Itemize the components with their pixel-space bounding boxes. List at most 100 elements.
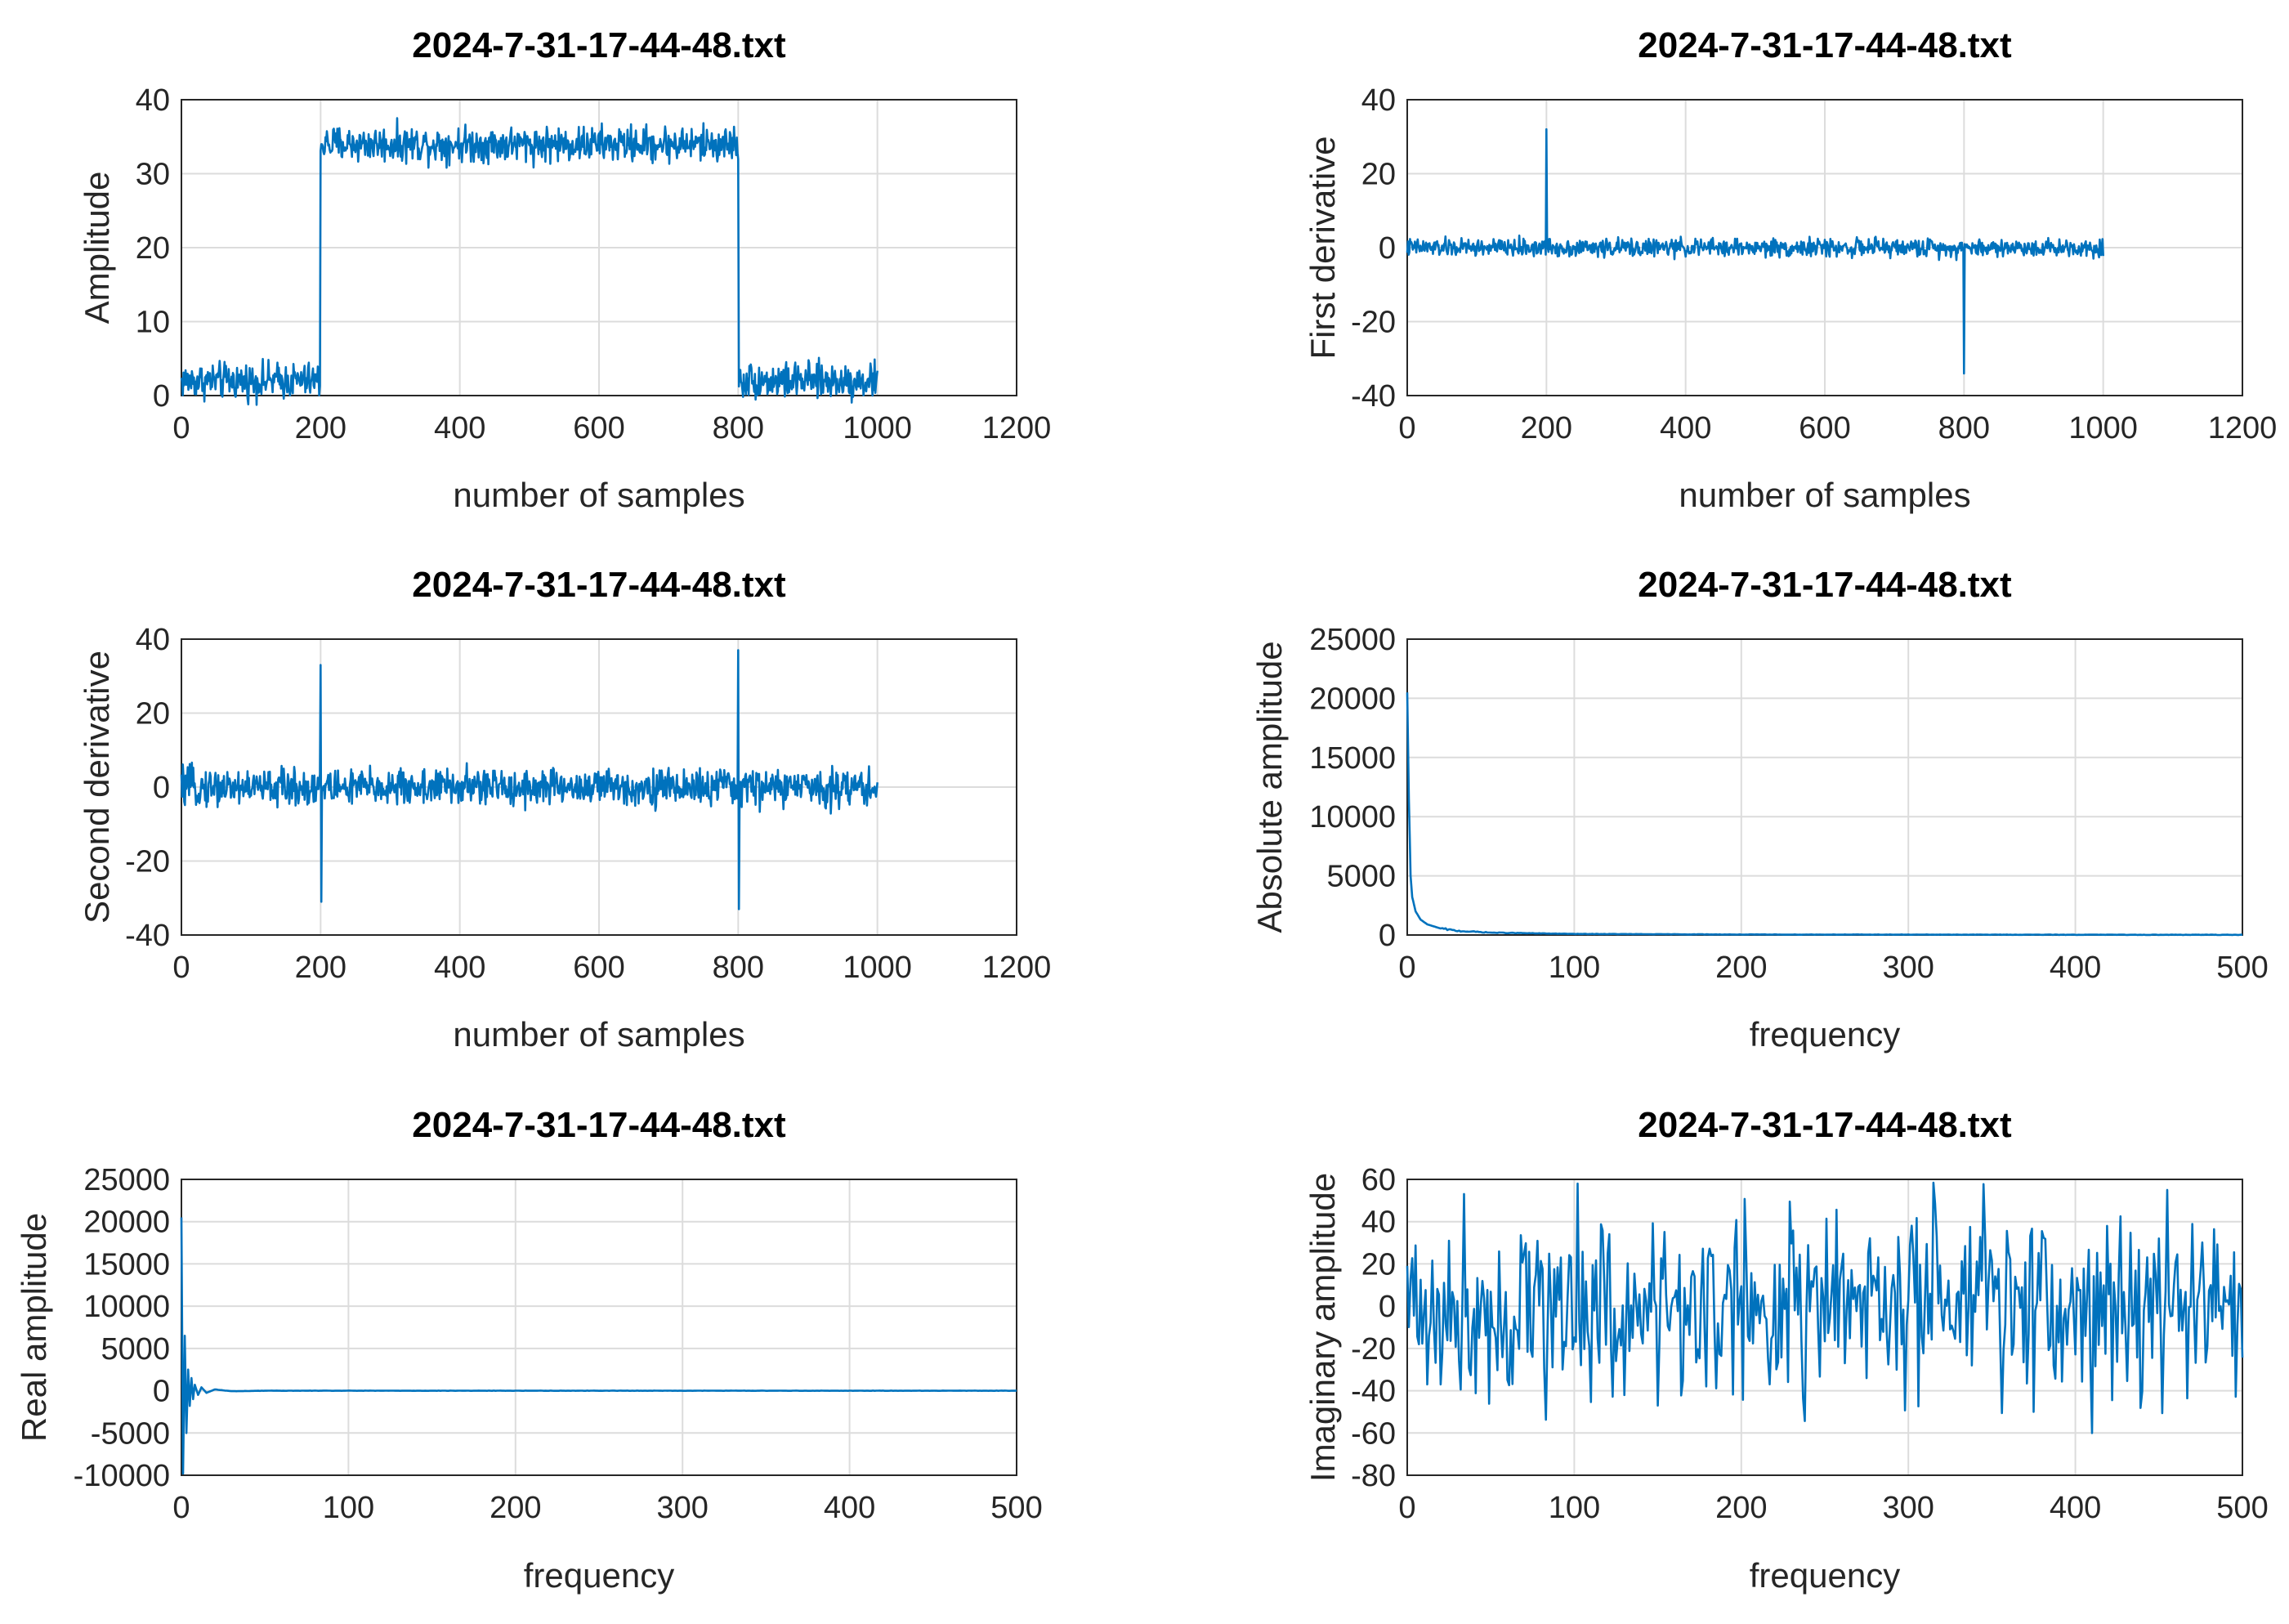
y-tick-label: 20000 [1309, 682, 1396, 716]
y-tick-label: 20 [1361, 1247, 1396, 1282]
x-tick-label: 1000 [843, 951, 912, 985]
x-tick-label: 400 [824, 1491, 875, 1525]
y-tick-label: 40 [136, 623, 170, 657]
x-tick-label: 0 [172, 951, 190, 985]
x-tick-label: 1000 [843, 411, 912, 445]
y-tick-label: -5000 [91, 1416, 170, 1451]
x-tick-label: 600 [573, 951, 624, 985]
y-tick-label: -40 [1351, 379, 1396, 414]
x-axis-label: frequency [1750, 1015, 1900, 1054]
y-tick-label: -40 [125, 919, 170, 953]
x-tick-label: 0 [1398, 951, 1415, 985]
y-tick-label: 20 [136, 231, 170, 266]
x-tick-label: 1200 [982, 951, 1052, 985]
x-tick-label: 200 [1521, 411, 1572, 445]
y-tick-label: -40 [1351, 1375, 1396, 1409]
x-tick-labels: 0 100 200 300 400 500 [1398, 1491, 2268, 1525]
grid-lines [1407, 639, 2242, 935]
subplot-absolute-amplitude: 2024-7-31-17-44-48.txt 0 100 200 300 400 500 … [1250, 565, 2269, 1054]
subplot-first-derivative: 2024-7-31-17-44-48.txt 0 200 400 600 800 1000… [1303, 25, 2277, 514]
y-tick-label: 0 [1379, 231, 1396, 266]
data-series [180, 117, 878, 406]
x-tick-label: 500 [2216, 1491, 2268, 1525]
series-line [1406, 128, 2104, 375]
series-line [180, 117, 878, 406]
plot-title: 2024-7-31-17-44-48.txt [1638, 565, 2012, 605]
x-tick-label: 400 [434, 951, 485, 985]
y-axis-label: Absolute amplitude [1250, 641, 1289, 933]
x-tick-label: 100 [1549, 1491, 1600, 1525]
y-tick-label: -10000 [74, 1459, 170, 1493]
x-tick-labels: 0 200 400 600 800 1000 1200 [1398, 411, 2277, 445]
y-tick-label: 40 [136, 83, 170, 118]
x-axis-label: frequency [524, 1556, 674, 1595]
x-tick-label: 400 [434, 411, 485, 445]
y-tick-label: 25000 [1309, 623, 1396, 657]
y-tick-label: 40 [1361, 83, 1396, 118]
y-tick-label: -20 [1351, 306, 1396, 340]
y-tick-label: 0 [153, 1375, 170, 1409]
subplot-imaginary-amplitude: 2024-7-31-17-44-48.txt 0 100 200 300 400 500 … [1303, 1105, 2269, 1595]
x-tick-label: 400 [2050, 951, 2101, 985]
y-tick-label: 5000 [101, 1332, 170, 1367]
x-tick-labels: 0 200 400 600 800 1000 1200 [172, 411, 1051, 445]
y-tick-label: 20 [136, 697, 170, 731]
plot-frame [181, 99, 1017, 396]
x-tick-label: 600 [1799, 411, 1850, 445]
y-axis-label: First derivative [1303, 136, 1342, 359]
y-tick-label: 20000 [83, 1206, 170, 1240]
x-axis-label: number of samples [453, 1015, 744, 1054]
x-axis-label: number of samples [1679, 476, 1970, 514]
data-series [1406, 692, 2243, 937]
y-tick-label: 10000 [1309, 800, 1396, 834]
x-tick-label: 500 [2216, 951, 2268, 985]
x-axis-label: frequency [1750, 1556, 1900, 1595]
y-tick-labels: 0 5000 10000 15000 20000 25000 [1309, 623, 1396, 953]
x-tick-label: 800 [713, 411, 764, 445]
x-tick-label: 800 [1938, 411, 1990, 445]
x-tick-label: 1200 [982, 411, 1052, 445]
data-series [1406, 128, 2104, 375]
y-tick-label: 25000 [83, 1163, 170, 1197]
y-tick-labels: 0 10 20 30 40 [136, 83, 170, 414]
y-tick-label: 10 [136, 306, 170, 340]
y-tick-label: 30 [136, 158, 170, 192]
plot-title: 2024-7-31-17-44-48.txt [412, 565, 786, 605]
y-tick-label: 60 [1361, 1163, 1396, 1197]
y-tick-label: -20 [125, 845, 170, 879]
x-tick-label: 300 [1882, 1491, 1934, 1525]
subplot-real-amplitude: 2024-7-31-17-44-48.txt 0 100 200 300 400 500 … [15, 1105, 1043, 1595]
x-tick-label: 600 [573, 411, 624, 445]
x-tick-label: 200 [1715, 1491, 1767, 1525]
y-tick-label: 40 [1361, 1206, 1396, 1240]
y-tick-label: 20 [1361, 158, 1396, 192]
x-tick-labels: 0 100 200 300 400 500 [172, 1491, 1042, 1525]
x-tick-label: 200 [295, 951, 346, 985]
y-tick-label: -80 [1351, 1459, 1396, 1493]
y-tick-labels: -10000 -5000 0 5000 10000 15000 20000 25000 [74, 1163, 170, 1493]
y-axis-label: Amplitude [78, 172, 116, 324]
y-tick-labels: -40 -20 0 20 40 [125, 623, 170, 953]
y-tick-label: 0 [153, 379, 170, 414]
x-tick-label: 100 [1549, 951, 1600, 985]
plot-title: 2024-7-31-17-44-48.txt [1638, 1105, 2012, 1145]
x-tick-labels: 0 100 200 300 400 500 [1398, 951, 2268, 985]
x-tick-label: 0 [1398, 1491, 1415, 1525]
plot-frame [1406, 638, 2243, 936]
x-tick-label: 300 [1882, 951, 1934, 985]
series-line [180, 1217, 1017, 1475]
series-line [180, 649, 878, 910]
y-tick-label: 15000 [83, 1247, 170, 1282]
x-tick-label: 1000 [2068, 411, 2138, 445]
x-tick-label: 400 [1660, 411, 1711, 445]
y-tick-label: 5000 [1326, 860, 1396, 894]
series-line [1406, 1181, 2244, 1434]
x-tick-labels: 0 200 400 600 800 1000 1200 [172, 951, 1051, 985]
y-tick-label: 0 [1379, 919, 1396, 953]
y-tick-label: 15000 [1309, 741, 1396, 776]
x-tick-label: 200 [295, 411, 346, 445]
x-tick-label: 100 [323, 1491, 374, 1525]
y-tick-label: 10000 [83, 1290, 170, 1324]
x-tick-label: 1200 [2208, 411, 2278, 445]
